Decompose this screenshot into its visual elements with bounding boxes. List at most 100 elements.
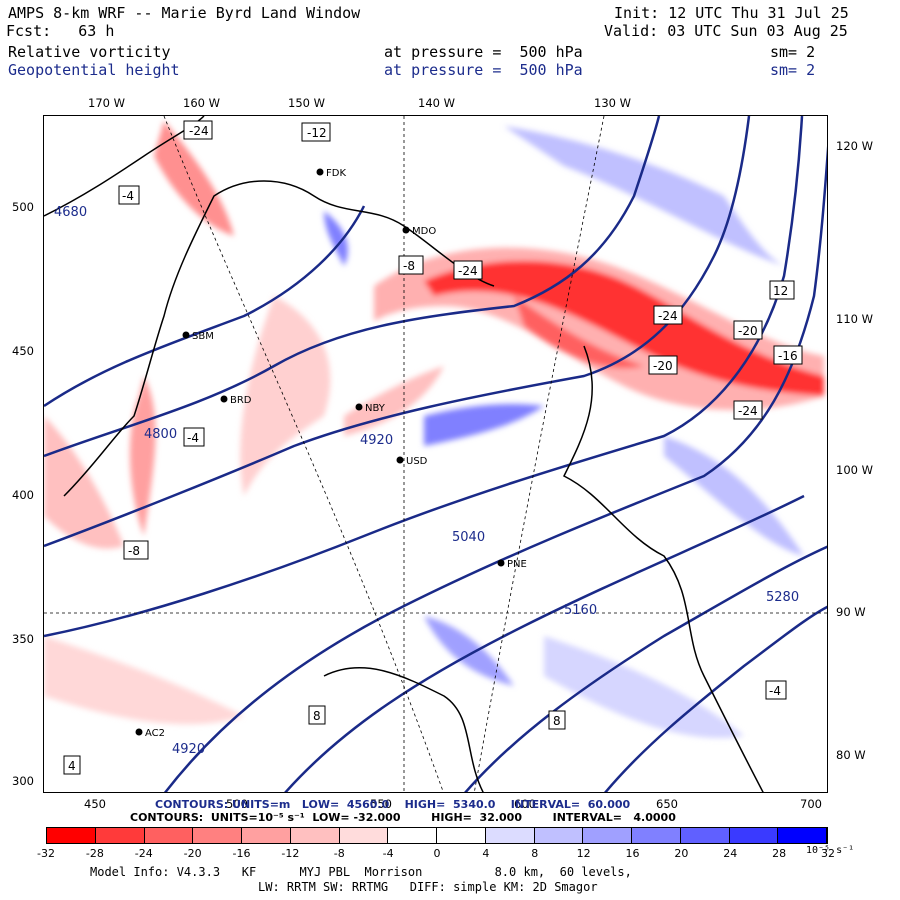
colorbar-swatch xyxy=(778,828,827,843)
colorbar-tick-label: 24 xyxy=(723,847,738,860)
field-2-name: Geopotential height xyxy=(8,61,180,79)
init-time: Init: 12 UTC Thu 31 Jul 25 xyxy=(614,4,849,22)
colorbar-tick-label: 12 xyxy=(576,847,591,860)
colorbar-tick-label: -16 xyxy=(232,847,251,860)
vort-label: -20 xyxy=(738,324,758,338)
vort-label: -24 xyxy=(458,264,478,278)
colorbar-swatch xyxy=(437,828,486,843)
colorbar-swatch xyxy=(290,828,340,843)
colorbar-swatch xyxy=(632,828,681,843)
colorbar-swatch xyxy=(193,828,242,843)
height-label: 5280 xyxy=(766,590,800,605)
right-tick: 80 W xyxy=(836,748,866,762)
colorbar-tick-label: 4 xyxy=(482,847,490,860)
colorbar-tick-label: 8 xyxy=(531,847,539,860)
colorbar-swatch xyxy=(144,828,194,843)
bottom-tick: 600 xyxy=(514,797,536,811)
colorbar-tick-label: 28 xyxy=(772,847,787,860)
height-label: 4680 xyxy=(54,205,88,220)
left-tick: 350 xyxy=(12,632,34,646)
map-canvas: -24 -12 -4 -8 -24 -24 -20 -16 -20 -24 -4… xyxy=(44,116,827,792)
station-label: SBM xyxy=(192,331,214,342)
vort-label: 4 xyxy=(68,759,76,773)
vort-label: -24 xyxy=(189,124,209,138)
vort-label: -20 xyxy=(653,359,673,373)
station-label: AC2 xyxy=(145,728,165,739)
vort-label: -4 xyxy=(769,684,781,698)
vort-label: -12 xyxy=(307,126,327,140)
vorticity-contour-labels: -24 -12 -4 -8 -24 -24 -20 -16 -20 -24 -4… xyxy=(63,120,803,775)
station-markers: FDK MDO SBM BRD NBY USD PNE AC2 xyxy=(135,168,527,739)
bottom-tick: 450 xyxy=(84,797,106,811)
right-tick: 90 W xyxy=(836,605,866,619)
field-2-smooth: sm= 2 xyxy=(770,61,816,79)
vort-label: 12 xyxy=(773,284,788,298)
top-tick: 160 W xyxy=(183,96,220,110)
vort-label: -24 xyxy=(658,309,678,323)
colorbar xyxy=(46,827,828,844)
vorticity-contour-info: CONTOURS: UNITS=10⁻⁵ s⁻¹ LOW= -32.000 HI… xyxy=(130,811,676,824)
height-contours xyxy=(44,116,827,792)
colorbar-tick-label: -28 xyxy=(85,847,104,860)
left-tick: 500 xyxy=(12,200,34,214)
colorbar-tick-label: -8 xyxy=(333,847,345,860)
right-tick: 100 W xyxy=(836,463,873,477)
bottom-tick: 500 xyxy=(226,797,248,811)
colorbar-units: 10⁻⁵ s⁻¹ xyxy=(806,845,855,856)
left-tick: 300 xyxy=(12,774,34,788)
colorbar-swatch xyxy=(534,828,584,843)
colorbar-tick-label: 16 xyxy=(625,847,640,860)
vorticity-height-map: -24 -12 -4 -8 -24 -24 -20 -16 -20 -24 -4… xyxy=(43,115,828,793)
station-label: NBY xyxy=(365,403,386,414)
vort-label: -24 xyxy=(738,404,758,418)
right-tick: 120 W xyxy=(836,139,873,153)
vort-label: -8 xyxy=(128,544,140,558)
station-label: FDK xyxy=(326,168,346,179)
colorbar-tick-label: -32 xyxy=(37,847,55,860)
field-1-smooth: sm= 2 xyxy=(770,43,816,61)
station-label: MDO xyxy=(412,226,436,237)
colorbar-swatch xyxy=(729,828,779,843)
vort-label: -8 xyxy=(403,259,415,273)
vort-label: -4 xyxy=(187,431,199,445)
valid-time: Valid: 03 UTC Sun 03 Aug 25 xyxy=(604,22,848,40)
field-2-level: at pressure = 500 hPa xyxy=(384,61,583,79)
height-label: 4800 xyxy=(144,427,178,442)
vort-label: -16 xyxy=(778,349,798,363)
colorbar-tick-label: 20 xyxy=(674,847,689,860)
top-tick: 140 W xyxy=(418,96,455,110)
colorbar-tick-label: -24 xyxy=(134,847,153,860)
colorbar-swatch xyxy=(242,828,291,843)
vorticity-shading xyxy=(44,121,824,738)
colorbar-swatch xyxy=(47,828,96,843)
left-tick: 450 xyxy=(12,344,34,358)
colorbar-swatch xyxy=(388,828,437,843)
vort-label: -4 xyxy=(122,189,134,203)
colorbar-tick-label: -20 xyxy=(183,847,202,860)
lat-lon-grid xyxy=(44,116,827,792)
field-1-level: at pressure = 500 hPa xyxy=(384,43,583,61)
station-label: BRD xyxy=(230,395,252,406)
left-tick: 400 xyxy=(12,488,34,502)
bottom-tick: 550 xyxy=(370,797,392,811)
colorbar-swatch xyxy=(680,828,730,843)
bottom-tick: 650 xyxy=(656,797,678,811)
vort-label: 8 xyxy=(553,714,561,728)
height-label: 4920 xyxy=(172,742,206,757)
colorbar-tick-label: -12 xyxy=(281,847,300,860)
top-tick: 130 W xyxy=(594,96,631,110)
model-info: Model Info: V4.3.3 KF MYJ PBL Morrison 8… xyxy=(90,865,632,879)
right-tick: 110 W xyxy=(836,312,873,326)
colorbar-tick-label: 32 xyxy=(821,847,835,860)
colorbar-swatch xyxy=(339,828,389,843)
colorbar-tick-label: 0 xyxy=(433,847,441,860)
colorbar-swatch xyxy=(95,828,145,843)
top-tick: 150 W xyxy=(288,96,325,110)
colorbar-swatch xyxy=(485,828,535,843)
vort-label: 8 xyxy=(313,709,321,723)
map-title: AMPS 8-km WRF -- Marie Byrd Land Window xyxy=(8,4,361,22)
physics-info: LW: RRTM SW: RRTMG DIFF: simple KM: 2D S… xyxy=(258,880,598,894)
colorbar-swatch xyxy=(583,828,632,843)
height-contour-info: CONTOURS: UNITS=m LOW= 4560.0 HIGH= 5340… xyxy=(155,798,631,811)
height-label: 5040 xyxy=(452,530,486,545)
